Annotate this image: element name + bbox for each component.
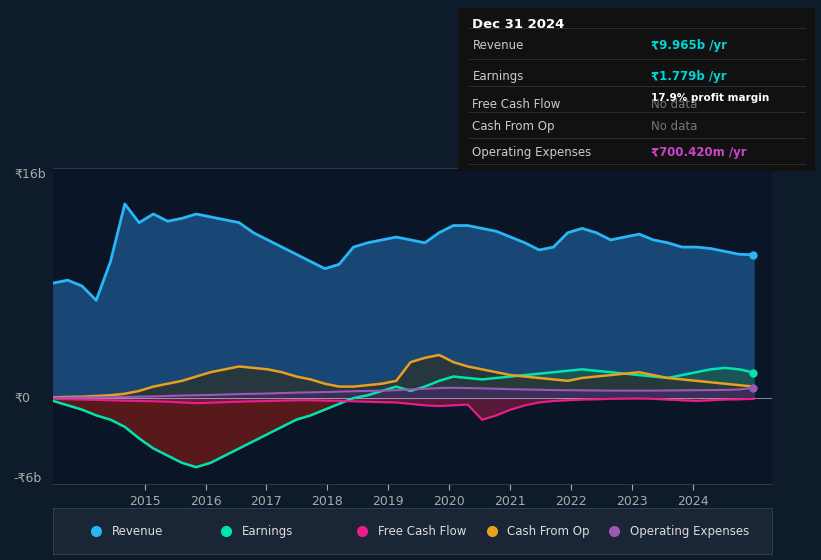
Text: ₹1.779b /yr: ₹1.779b /yr [651, 70, 727, 83]
Text: Free Cash Flow: Free Cash Flow [472, 97, 561, 111]
Text: Operating Expenses: Operating Expenses [630, 525, 749, 538]
Text: Earnings: Earnings [241, 525, 293, 538]
Text: Revenue: Revenue [472, 39, 524, 52]
Text: No data: No data [651, 120, 697, 133]
Text: 17.9% profit margin: 17.9% profit margin [651, 93, 769, 102]
Text: Operating Expenses: Operating Expenses [472, 146, 592, 160]
Text: Dec 31 2024: Dec 31 2024 [472, 18, 565, 31]
Text: Cash From Op: Cash From Op [507, 525, 589, 538]
Text: Revenue: Revenue [112, 525, 163, 538]
Text: ₹9.965b /yr: ₹9.965b /yr [651, 39, 727, 52]
Text: ₹0: ₹0 [14, 391, 30, 405]
Text: ₹16b: ₹16b [14, 168, 45, 181]
Text: Earnings: Earnings [472, 70, 524, 83]
Text: No data: No data [651, 97, 697, 111]
Text: Free Cash Flow: Free Cash Flow [378, 525, 466, 538]
Text: ₹700.420m /yr: ₹700.420m /yr [651, 146, 746, 160]
Text: Cash From Op: Cash From Op [472, 120, 555, 133]
Text: -₹6b: -₹6b [14, 472, 42, 484]
